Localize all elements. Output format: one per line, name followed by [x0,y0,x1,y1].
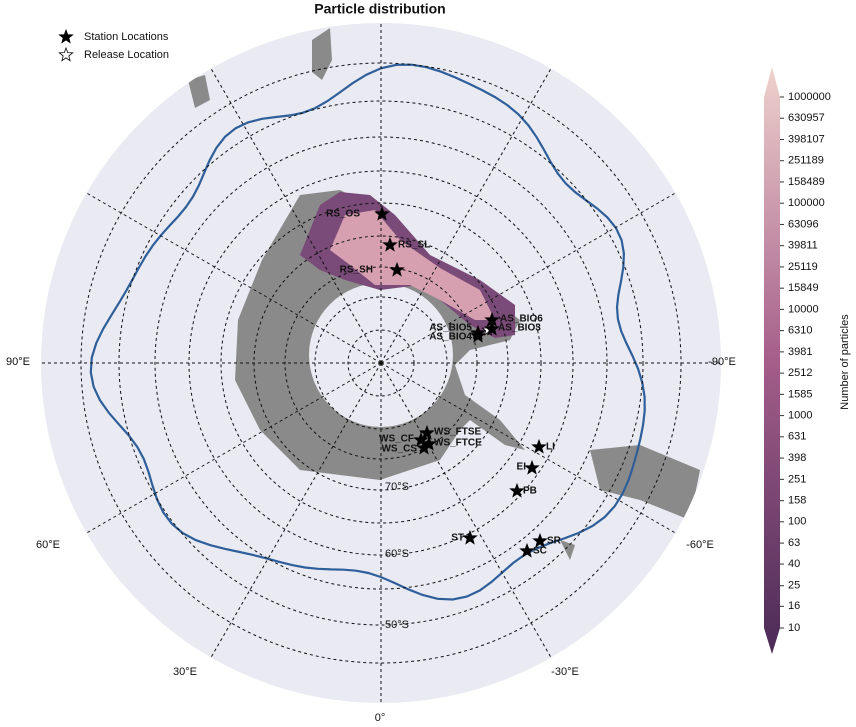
station-label: WS_FTSE [434,427,482,438]
station-star [462,529,478,545]
longitude-label: 60°E [36,539,60,551]
longitude-label: -60°E [686,539,714,551]
legend-star [58,28,74,44]
colorbar: 1000000 630957 398107 251189 158489 100000 630… [764,67,831,654]
colorbar-tick-label: 631 [788,431,806,443]
station-star [389,261,405,277]
station-label: ST [451,533,464,544]
station-star [382,236,398,252]
station-label: EI [517,462,527,473]
colorbar-tick-label: 251189 [788,155,824,167]
latitude-label: 50°S [385,619,409,631]
colorbar-tick-label: 3981 [788,346,812,358]
station-star [419,424,435,440]
station-star [519,542,535,558]
station-label: RS_OS [326,209,360,220]
colorbar-tick-label: 63 [788,537,800,549]
colorbar-tick-label: 2512 [788,367,812,379]
latitude-circle [220,202,542,524]
colorbar-tick-label: 100 [788,516,806,528]
station-label: SC [533,546,547,557]
station-label: AS_BIO4 [429,332,472,343]
legend-star [58,46,74,62]
station-star [413,431,429,447]
legend-label: Release Location [84,49,169,61]
station-label: WS_FTCE [434,438,482,449]
colorbar-tick-label: 25 [788,580,800,592]
station-label: LI [546,442,555,453]
colorbar-tick-label: 630957 [788,112,825,124]
colorbar-tick-label: 25119 [788,261,818,273]
stations [58,28,548,558]
front-contour [89,63,646,601]
longitude-label: 0° [375,712,386,724]
longitude-label: -30°E [551,666,579,678]
legend: Station Locations Release Location [84,31,169,61]
latitude-circle [118,100,644,626]
colorbar-tick-label: 6310 [788,325,812,337]
station-star [532,532,548,548]
longitude-label: -90°E [708,356,736,368]
colorbar-tick-label: 1000 [788,410,812,422]
longitude-label: 90°E [6,356,30,368]
particle-density-inner [330,210,495,320]
colorbar-tick-label: 10 [788,622,800,634]
station-star [509,482,525,498]
colorbar-tick-label: 398 [788,452,806,464]
map [40,22,722,704]
station-star [470,327,486,343]
station-label: AS_BIO3 [498,323,541,334]
station-label: AS_BIO6 [500,314,543,325]
station-star [531,438,547,454]
latitude-circle [154,136,608,590]
station-star [416,439,432,455]
colorbar-tick-label: 158489 [788,176,825,188]
latitude-label: 70°S [385,481,409,493]
station-star [484,320,500,336]
station-label: WS_CS [381,444,417,455]
colorbar-tick-label: 10000 [788,303,819,315]
station-label: RS_SH [340,265,373,276]
colorbar-tick-label: 251 [788,473,806,485]
colorbar-tick-label: 40 [788,558,800,570]
colorbar-tick-label: 39811 [788,240,818,252]
colorbar-tick-label: 398107 [788,133,825,145]
station-label: SR [547,536,562,547]
colorbar-tick-label: 158 [788,495,806,507]
colorbar-tick-label: 16 [788,600,800,612]
title: Particle distribution [314,1,445,17]
colorbar-tick-label: 1585 [788,388,812,400]
graticule [40,22,722,704]
colorbar-body [764,67,780,654]
colorbar-tick-label: 100000 [788,197,825,209]
longitude-label: 30°E [173,666,197,678]
map-border [39,21,723,705]
latitude-label: 60°S [385,548,409,560]
colorbar-tick-label: 1000000 [788,91,831,103]
legend-label: Station Locations [84,31,169,43]
station-star [524,459,540,475]
station-star [374,205,390,221]
colorbar-tick-label: 15849 [788,282,819,294]
station-label: AS_BIO5 [429,323,472,334]
station-label: WS_CF [379,434,414,445]
colorbar-tick-label: 63096 [788,218,819,230]
colorbar-label: Number of particles [839,314,851,410]
station-label: RS_SL [398,240,430,251]
station-label: PB [523,486,537,497]
